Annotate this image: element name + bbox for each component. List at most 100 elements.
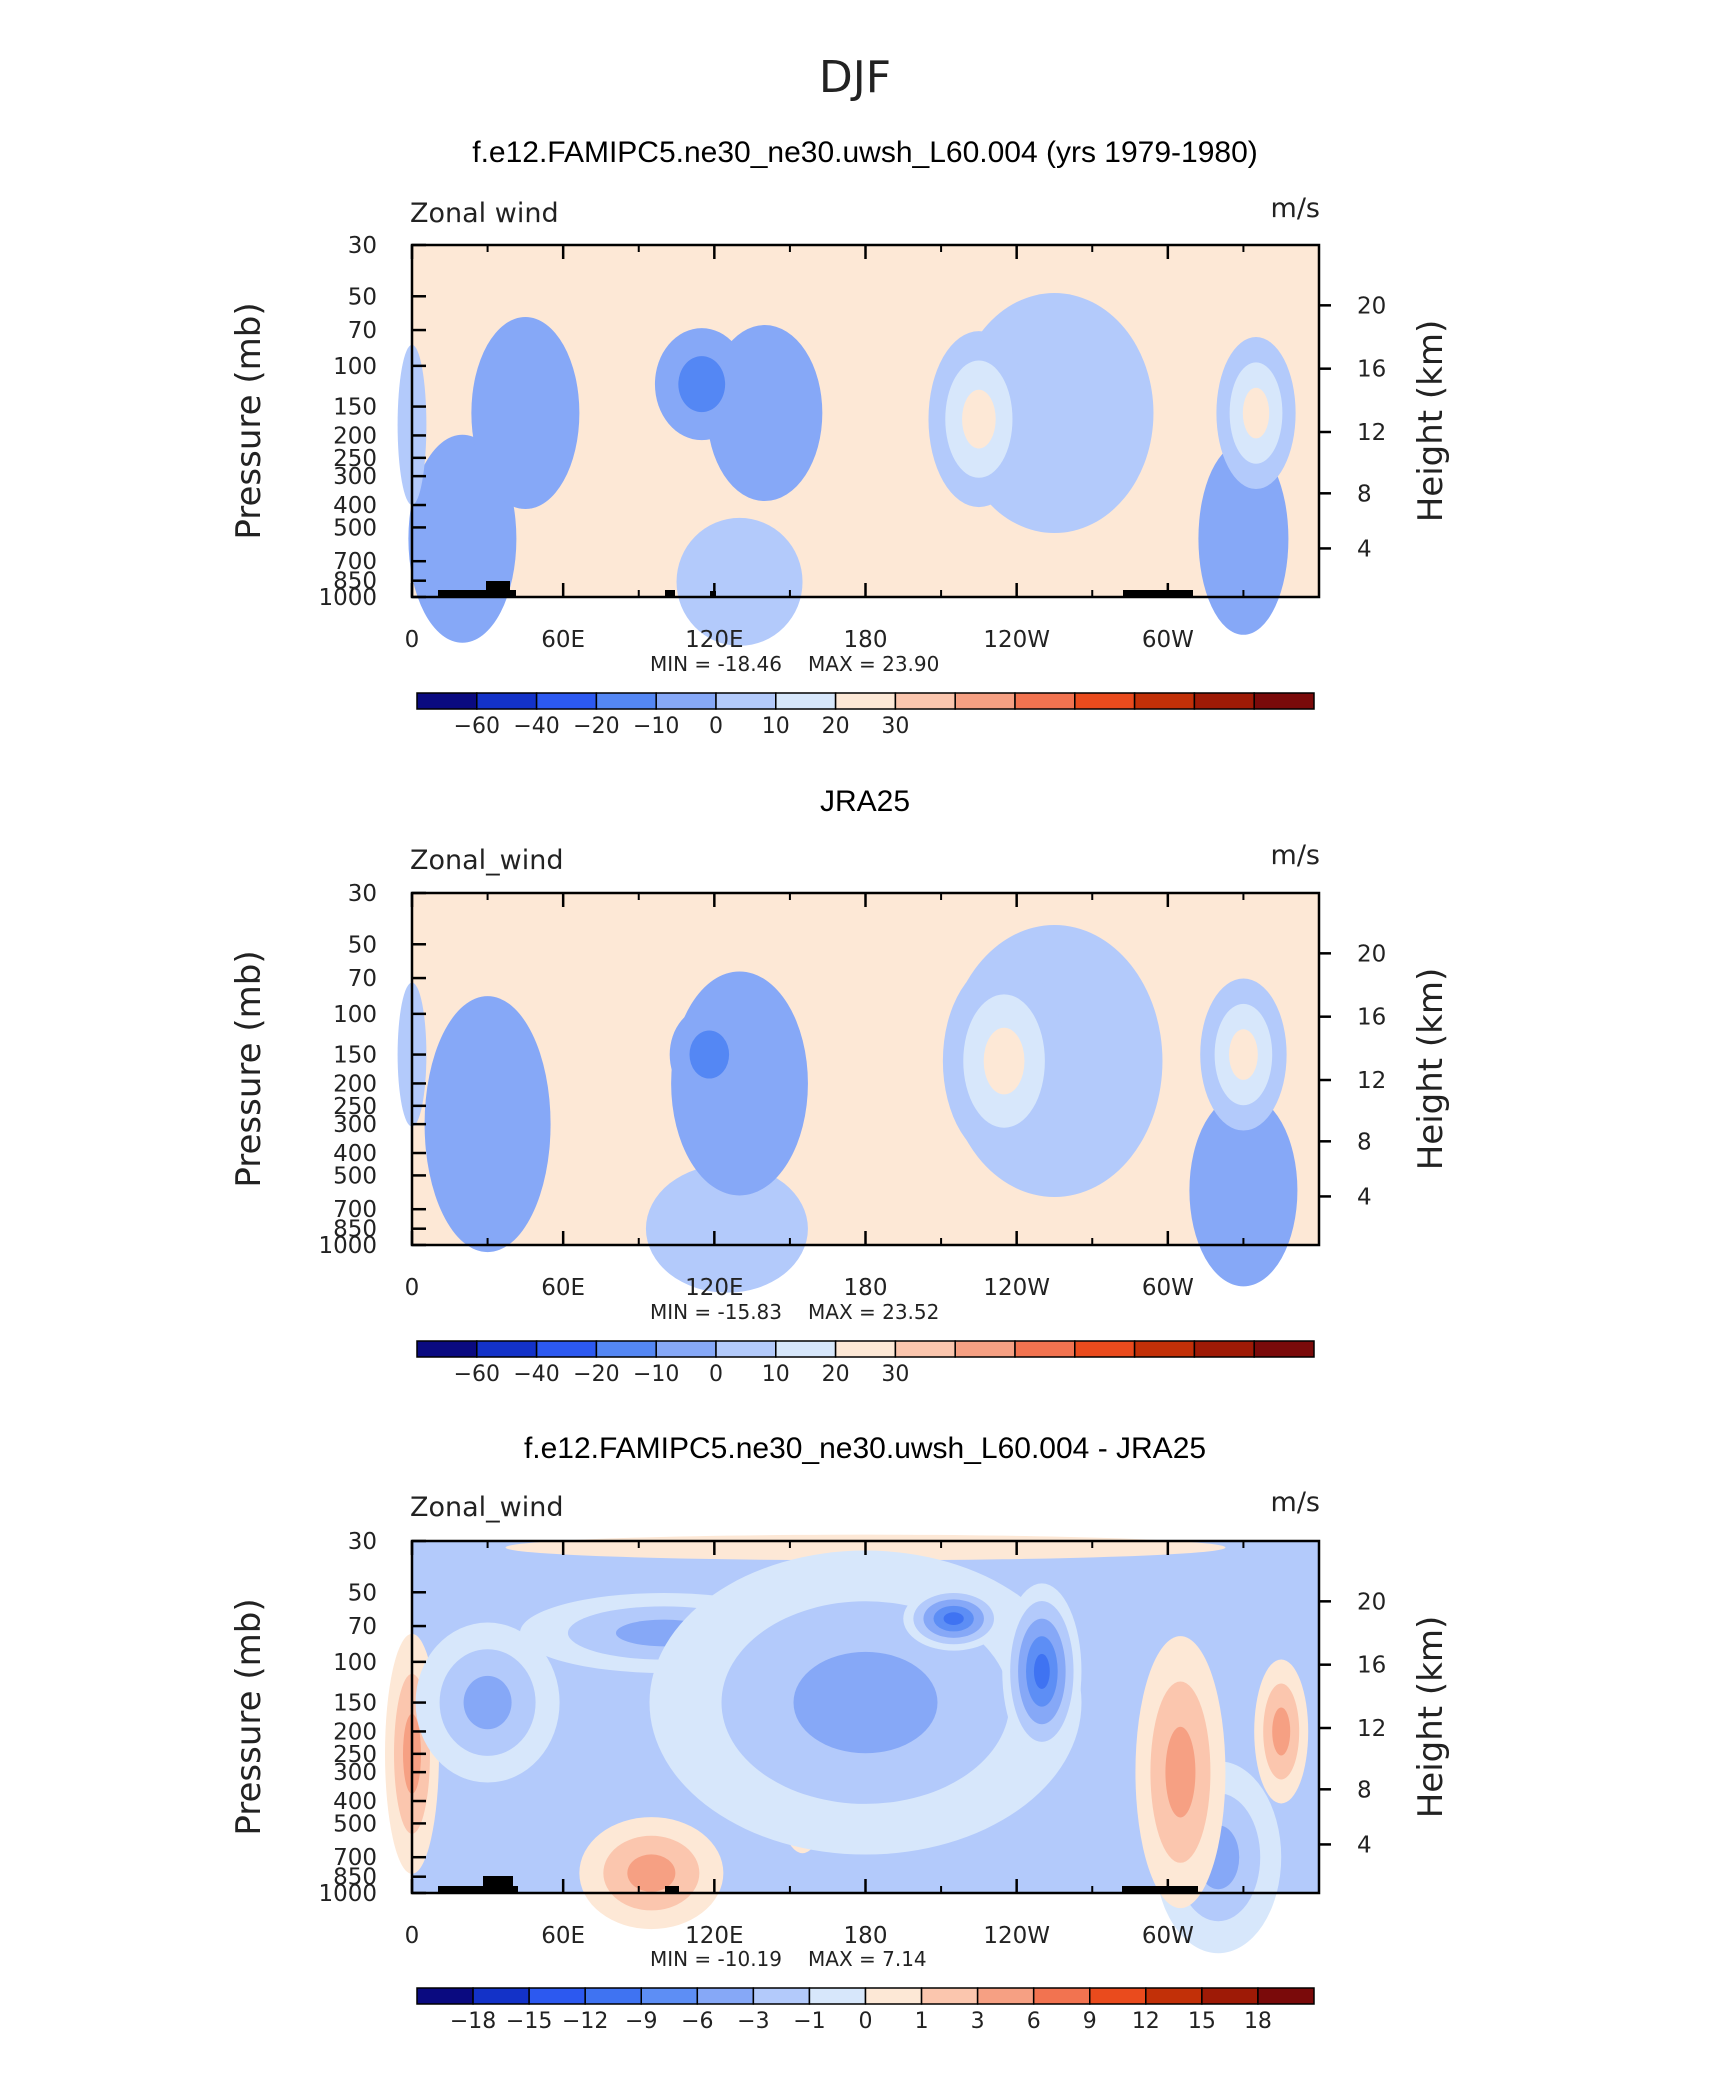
panel-2-units: m/s (1271, 840, 1320, 871)
colorbar-label: 1 (915, 2009, 929, 2034)
panel-1-title: f.e12.FAMIPC5.ne30_ne30.uwsh_L60.004 (yr… (472, 136, 1258, 169)
y-tick-label: 700 (333, 1845, 377, 1871)
y2-tick-label: 16 (1357, 1005, 1386, 1031)
colorbar-swatch (775, 692, 837, 710)
topography-africa (438, 590, 516, 597)
y-tick-label: 850 (333, 1865, 377, 1891)
panel-2-background (412, 893, 1319, 1245)
colorbar-label: −60 (454, 714, 500, 739)
y-tick-label: 100 (333, 1002, 377, 1028)
x-tick-label: 60W (1142, 1923, 1194, 1949)
colorbar-label: 18 (1244, 2009, 1272, 2034)
colorbar-swatch (535, 1340, 598, 1358)
panel-3-max-label: MAX = 7.14 (808, 1947, 927, 1971)
contour-region (424, 996, 551, 1253)
colorbar-label: 30 (881, 714, 909, 739)
colorbar-swatch (1089, 1987, 1147, 2005)
panel-1-variable-label: Zonal wind (410, 198, 559, 229)
colorbar-swatch (752, 1987, 811, 2005)
y2-tick-label: 12 (1357, 1716, 1386, 1742)
colorbar-swatch (894, 692, 956, 710)
contour-region (962, 389, 996, 449)
y-tick-label: 500 (333, 1163, 377, 1189)
colorbar-swatch (1145, 1987, 1203, 2005)
colorbar-swatch (476, 692, 538, 710)
colorbar-swatch (655, 1340, 717, 1358)
figure-title: DJF (819, 52, 891, 103)
y-tick-label: 50 (348, 1580, 377, 1606)
colorbar-label: −60 (454, 1362, 500, 1387)
colorbar-swatch (416, 692, 478, 710)
contour-region (689, 1030, 730, 1079)
panel-1-contour-field (397, 293, 1296, 646)
x-tick-label: 120W (983, 627, 1050, 653)
colorbar-swatch (1014, 692, 1076, 710)
colorbar-label: 9 (1083, 2009, 1097, 2034)
y-tick-label: 250 (333, 1094, 377, 1120)
topography-tibet (665, 590, 675, 597)
topography-ethiopia (486, 581, 510, 597)
panel-2-title: JRA25 (820, 785, 910, 818)
colorbar-swatch (954, 692, 1016, 710)
y-tick-label: 50 (348, 932, 377, 958)
colorbar-swatch (640, 1987, 699, 2005)
y2-tick-label: 12 (1357, 420, 1386, 446)
contour-region (1272, 1707, 1291, 1756)
colorbar-label: −20 (573, 714, 619, 739)
y2-tick-label: 4 (1357, 536, 1372, 562)
panel-2-max-label: MAX = 23.52 (808, 1300, 939, 1324)
y-tick-label: 30 (348, 881, 377, 907)
x-tick-label: 60W (1142, 627, 1194, 653)
colorbar-swatch (864, 1987, 923, 2005)
x-tick-label: 0 (405, 1275, 420, 1301)
y2-tick-label: 8 (1357, 1777, 1372, 1803)
colorbar-swatch (528, 1987, 586, 2005)
colorbar-swatch (894, 1340, 956, 1358)
colorbar-label: 15 (1188, 2009, 1216, 2034)
panel-1-y-axis-label: Pressure (mb) (229, 302, 269, 539)
panel-3-topography (438, 1876, 1198, 1893)
y-tick-label: 100 (333, 354, 377, 380)
colorbar-swatch (715, 1340, 777, 1358)
y-tick-label: 100 (333, 1650, 377, 1676)
topography-africa (438, 1886, 518, 1893)
colorbar-swatch (472, 1987, 530, 2005)
colorbar-label: 30 (881, 1362, 909, 1387)
panel-3-variable-label: Zonal_wind (410, 1492, 564, 1523)
colorbar-label: 10 (762, 1362, 790, 1387)
x-tick-label: 180 (844, 627, 888, 653)
topography-china (710, 591, 716, 597)
colorbar-label: 0 (709, 714, 723, 739)
panel-1-max-label: MAX = 23.90 (808, 652, 939, 676)
y-tick-label: 400 (333, 1789, 377, 1815)
y-tick-label: 50 (348, 284, 377, 310)
colorbar-swatch (1032, 1987, 1091, 2005)
y-tick-label: 1000 (318, 1881, 377, 1907)
colorbar-swatch (416, 1987, 474, 2005)
y2-tick-label: 16 (1357, 357, 1386, 383)
y-tick-label: 30 (348, 233, 377, 259)
y-tick-label: 250 (333, 1742, 377, 1768)
colorbar-swatch (1074, 692, 1136, 710)
topography-ethiopia (483, 1876, 513, 1893)
x-tick-label: 60E (541, 1275, 585, 1301)
colorbar-label: −15 (506, 2009, 552, 2034)
y-tick-label: 300 (333, 1760, 377, 1786)
panel-3-units: m/s (1271, 1487, 1320, 1518)
colorbar-label: −12 (562, 2009, 608, 2034)
colorbar-label: −3 (737, 2009, 769, 2034)
y-tick-label: 70 (348, 318, 377, 344)
contour-region (983, 1027, 1025, 1095)
colorbar-swatch (595, 1340, 657, 1358)
contour-region (1229, 1029, 1258, 1080)
y2-tick-label: 20 (1357, 293, 1386, 319)
colorbar-label: 6 (1027, 2009, 1041, 2034)
colorbar-label: −1 (793, 2009, 825, 2034)
y-tick-label: 300 (333, 1112, 377, 1138)
y-tick-label: 400 (333, 1141, 377, 1167)
colorbar-label: −10 (633, 714, 679, 739)
panel-1: f.e12.FAMIPC5.ne30_ne30.uwsh_L60.004 (yr… (229, 136, 1451, 739)
panel-3-y2-axis-label: Height (km) (1411, 1616, 1451, 1819)
panel-2-colorbar: −60 −40 −20 −10 0 10 20 30 (416, 1340, 1315, 1387)
